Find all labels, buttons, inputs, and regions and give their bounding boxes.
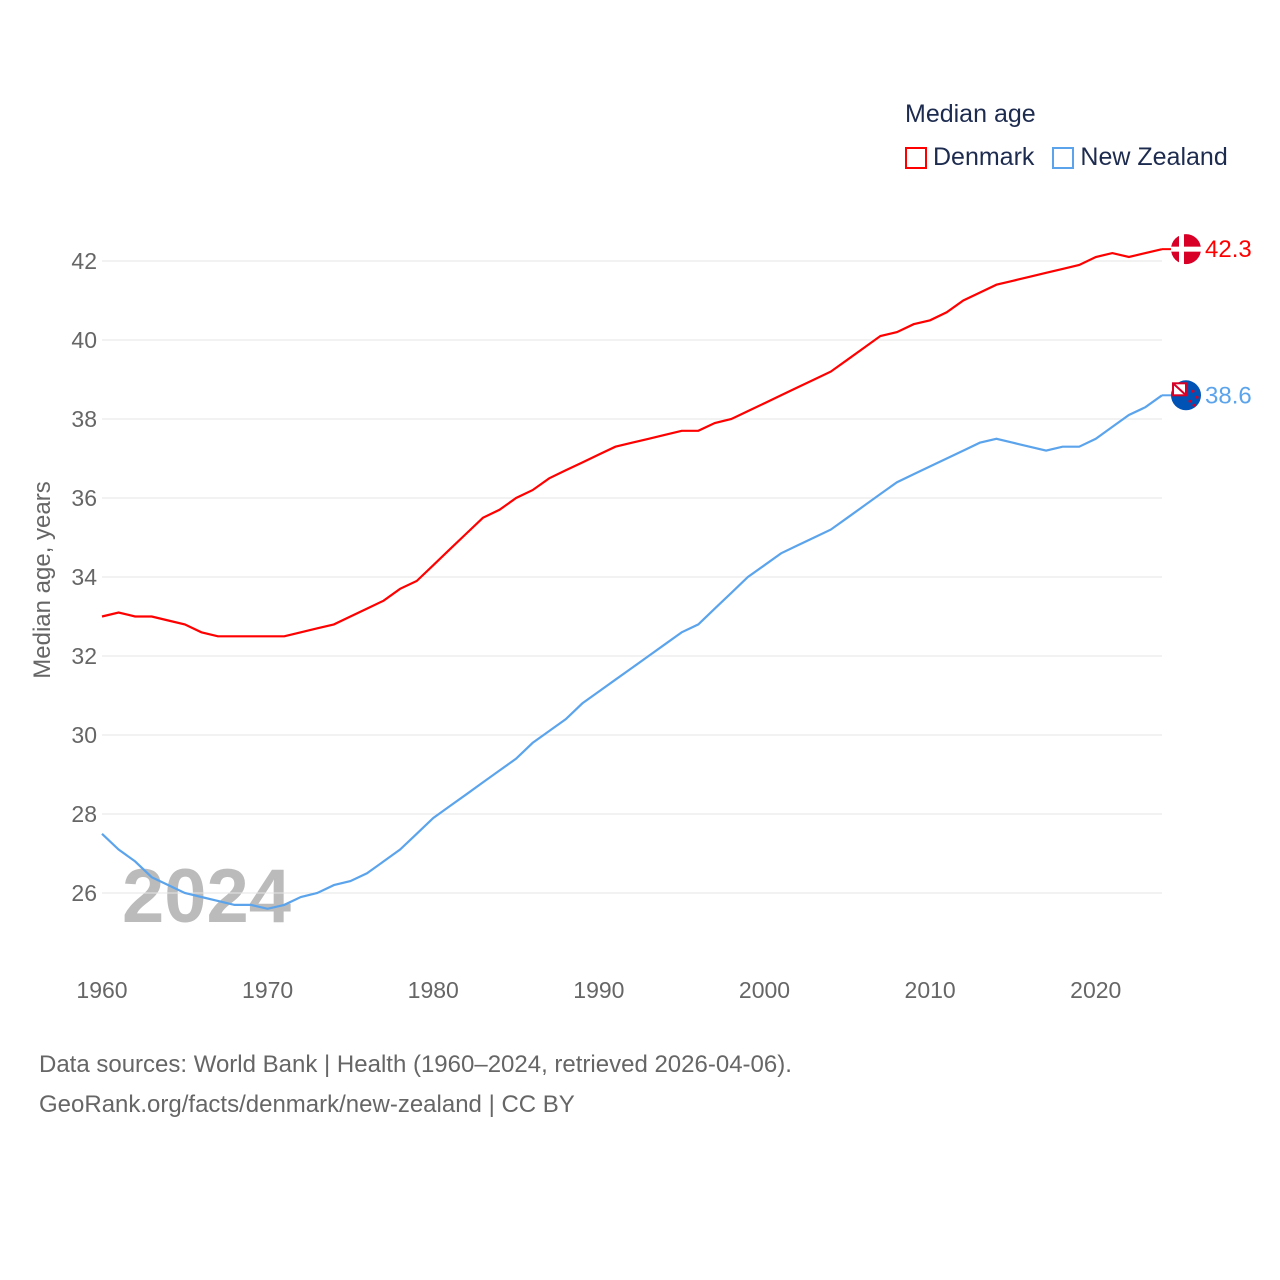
legend-title: Median age <box>905 100 1036 128</box>
y-tick-label: 36 <box>71 485 97 511</box>
source-line-2[interactable]: GeoRank.org/facts/denmark/new-zealand | … <box>39 1091 575 1118</box>
y-tick-label: 42 <box>71 248 97 274</box>
series-line-new-zealand <box>101 394 1163 910</box>
end-value-label-new-zealand: 38.6 <box>1205 382 1252 409</box>
y-tick-label: 32 <box>71 643 97 669</box>
x-tick-label: 2000 <box>739 977 790 1003</box>
y-tick-label: 40 <box>71 327 97 353</box>
series-line-denmark <box>101 248 1163 638</box>
x-tick-label: 2020 <box>1070 977 1121 1003</box>
x-tick-label: 1980 <box>408 977 459 1003</box>
legend-label-new-zealand: New Zealand <box>1080 143 1228 171</box>
source-note: Data sources: World Bank | Health (1960–… <box>39 1045 792 1125</box>
new-zealand-flag-icon <box>1171 380 1201 411</box>
y-tick-label: 38 <box>71 406 97 432</box>
x-tick-label: 1960 <box>76 977 127 1003</box>
line-chart: Median age, years 2024 26 28 30 32 34 36 38 40 4… <box>29 234 1252 1003</box>
y-axis-label: Median age, years <box>29 481 56 678</box>
denmark-flag-icon <box>1171 234 1201 265</box>
year-watermark: 2024 <box>122 854 291 939</box>
y-tick-label: 26 <box>71 880 97 906</box>
x-tick-label: 1970 <box>242 977 293 1003</box>
x-tick-label: 2010 <box>905 977 956 1003</box>
legend-item-new-zealand[interactable]: New Zealand <box>1052 143 1228 172</box>
legend-item-denmark[interactable]: Denmark <box>905 143 1034 172</box>
y-tick-label: 30 <box>71 722 97 748</box>
end-value-label-denmark: 42.3 <box>1205 236 1252 263</box>
x-tick-label: 1990 <box>573 977 624 1003</box>
legend-swatch-new-zealand <box>1052 146 1075 169</box>
source-line-1: Data sources: World Bank | Health (1960–… <box>39 1051 792 1078</box>
y-tick-label: 28 <box>71 801 97 827</box>
y-tick-label: 34 <box>71 564 97 590</box>
legend: Denmark New Zealand <box>905 143 1228 172</box>
legend-swatch-denmark <box>905 146 927 169</box>
legend-label-denmark: Denmark <box>933 143 1035 171</box>
